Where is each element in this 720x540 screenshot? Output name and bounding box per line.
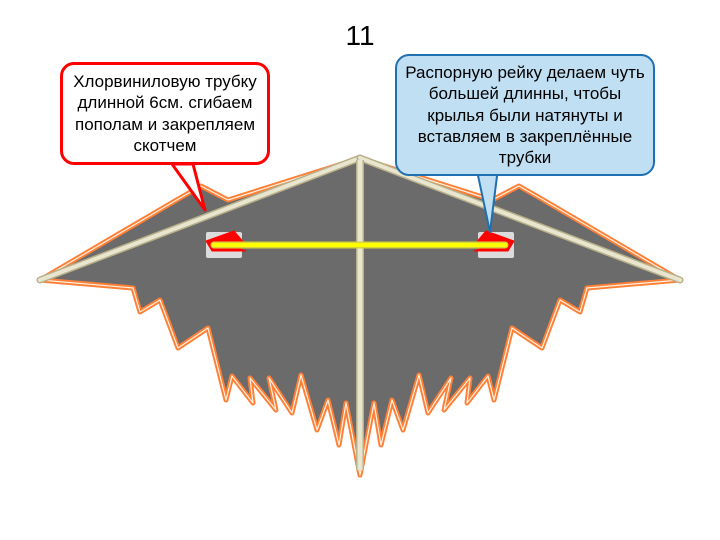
callout-spreader: Распорную рейку делаем чуть большей длин…	[395, 54, 655, 176]
pvc-tubes	[206, 231, 514, 251]
kite-silhouette	[40, 158, 680, 475]
leading-edge-spars	[40, 158, 680, 280]
tape-pieces	[206, 232, 514, 258]
callout-tube: Хлорвиниловую трубку длинной 6см. сгибае…	[60, 62, 270, 165]
kite-body	[40, 158, 680, 475]
step-number: 11	[0, 20, 720, 52]
kite-silhouette-inner-outline	[40, 158, 680, 475]
stage: 11 Хлорвиниловую трубку длинной 6см. сги…	[0, 0, 720, 540]
